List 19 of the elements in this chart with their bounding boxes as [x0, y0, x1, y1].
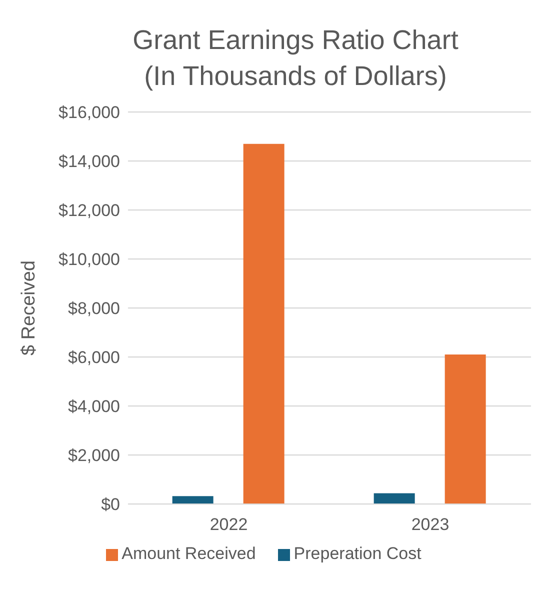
y-tick-label: $6,000 [68, 348, 120, 368]
legend-label: Amount Received [122, 544, 256, 563]
y-axis-title: $ Received [18, 260, 40, 356]
bar [444, 354, 486, 504]
legend-label: Preperation Cost [294, 544, 422, 563]
y-tick-label: $2,000 [68, 446, 120, 466]
y-tick-label: $4,000 [68, 397, 120, 416]
y-tick-label: $14,000 [58, 152, 120, 172]
bar [374, 493, 415, 504]
y-tick-label: $12,000 [58, 201, 120, 220]
chart-title: Grant Earnings Ratio Chart (In Thousands of Dollars) [132, 24, 460, 93]
y-tick-label: $16,000 [58, 103, 120, 122]
bar [243, 144, 284, 504]
y-tick-label: $10,000 [58, 250, 120, 270]
x-tick-label: 2022 [210, 515, 248, 534]
bar [172, 496, 214, 504]
x-tick-label: 2023 [411, 515, 450, 534]
y-tick-label: $8,000 [68, 299, 120, 318]
y-tick-label: $0 [101, 495, 120, 514]
